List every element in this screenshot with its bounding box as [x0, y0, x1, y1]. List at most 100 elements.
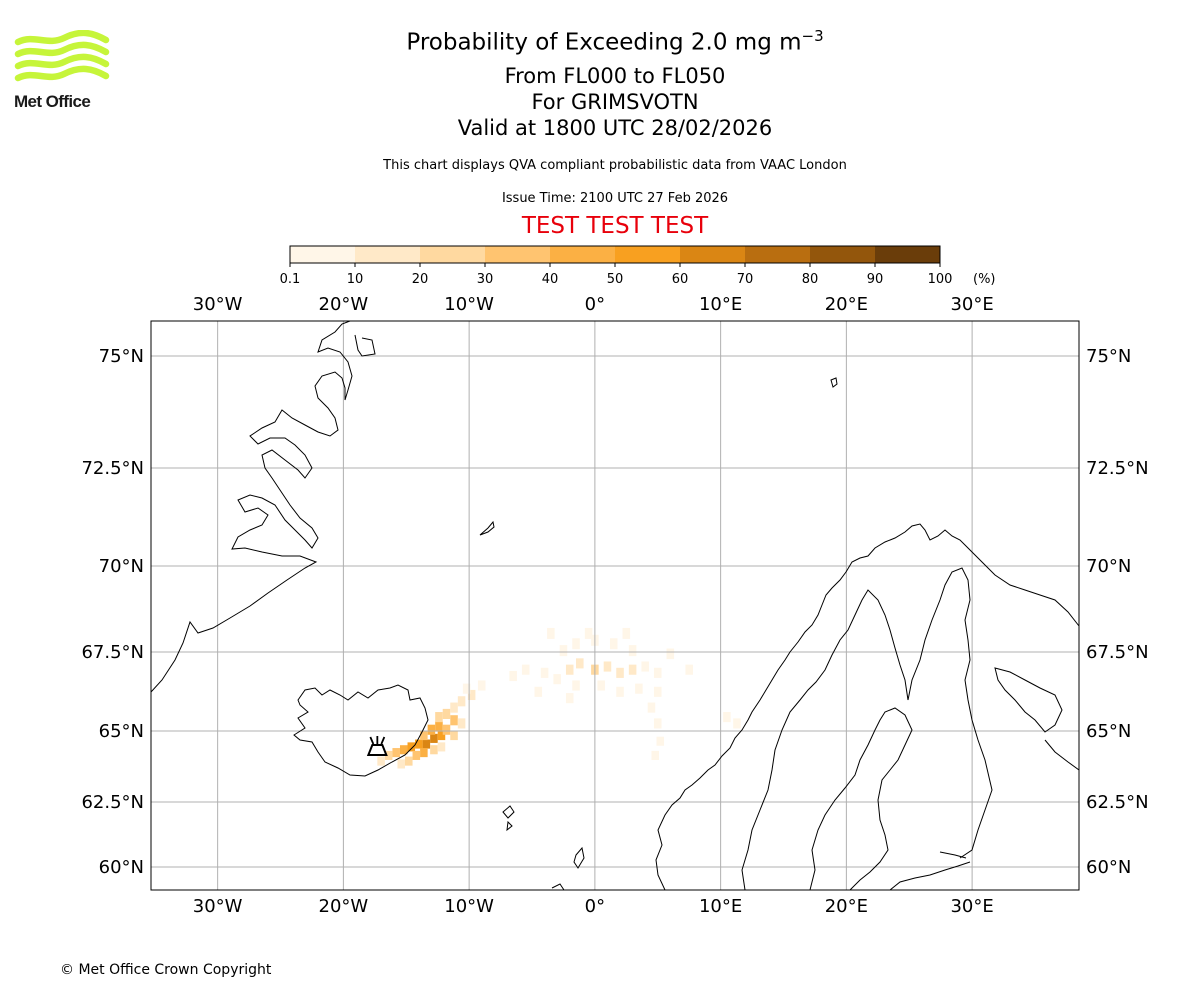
volcano-plume-lines [369, 736, 386, 745]
logo-wave [14, 29, 110, 46]
longitude-label-bottom: 0° [585, 896, 605, 917]
colorbar-segment [745, 246, 811, 263]
longitude-label-top: 20°W [319, 294, 369, 315]
map-frame [150, 320, 1080, 891]
volcano-marker [366, 736, 388, 757]
ash-plume [377, 627, 741, 769]
plume-cell [733, 718, 741, 729]
longitude-label-bottom: 20°E [825, 896, 868, 917]
plume-cell [405, 756, 413, 766]
colorbar-unit: (%) [973, 272, 996, 287]
copyright-notice: © Met Office Crown Copyright [60, 962, 272, 978]
map-axis-labels: 30°W 30°W 20°W 20°W 10°W 10°W 0° 0° 10°E 10°E 20°E… [81, 294, 1148, 917]
longitude-label-bottom: 20°W [319, 896, 369, 917]
plume-cell [462, 683, 471, 694]
volcano-name: For GRIMSVOTN [531, 90, 699, 114]
plume-cell [457, 718, 466, 729]
latitude-label-left: 70°N [99, 556, 144, 577]
valid-time: Valid at 1800 UTC 28/02/2026 [457, 116, 773, 140]
finland-russia-border [907, 567, 993, 859]
plume-cell [641, 661, 649, 672]
faroe-coast [502, 805, 515, 832]
scandinavia-coast [655, 523, 1079, 890]
colorbar-tick-label: 20 [412, 272, 429, 287]
plume-cell [467, 689, 476, 701]
plume-cell [450, 731, 458, 741]
coastlines [151, 321, 1079, 890]
plume-cell [422, 739, 431, 749]
gulf-of-bothnia-coast [809, 707, 913, 890]
plume-cell [430, 745, 438, 755]
plume-cell [572, 680, 580, 691]
plume-cell [653, 667, 662, 678]
latitude-label-right: 62.5°N [1086, 792, 1149, 813]
latitude-label-right: 75°N [1086, 346, 1131, 367]
longitude-label-bottom: 30°W [193, 896, 243, 917]
longitude-label-bottom: 10°W [444, 896, 494, 917]
plume-cell [399, 745, 408, 755]
longitude-label-top: 10°E [699, 294, 742, 315]
latitude-label-right: 67.5°N [1086, 642, 1149, 663]
plume-cell [628, 664, 637, 675]
chart-title-exponent: −3 [801, 27, 824, 45]
colorbar-tick-label: 30 [477, 272, 494, 287]
white-sea-coast [994, 667, 1079, 771]
plume-cell [547, 627, 555, 639]
plume-cell [565, 664, 574, 675]
longitude-label-top: 0° [585, 294, 605, 315]
met-office-logo-text: Met Office [14, 92, 91, 111]
plume-cell [559, 645, 568, 657]
logo-wave [14, 65, 110, 82]
plume-cell [628, 645, 637, 657]
latitude-label-left: 72.5°N [81, 458, 144, 479]
latitude-label-right: 65°N [1086, 721, 1131, 742]
plume-cell [540, 667, 549, 678]
plume-cell [553, 674, 561, 685]
met-office-waves-icon [14, 29, 110, 82]
iceland-coast [293, 684, 429, 777]
plume-cell [723, 712, 731, 723]
latitude-label-left: 62.5°N [81, 792, 144, 813]
plume-cell [584, 627, 593, 639]
plume-cell [420, 748, 428, 758]
chart-title-main: Probability of Exceeding 2.0 mg m [406, 29, 802, 56]
plume-cell [397, 759, 406, 769]
plume-cell [377, 756, 385, 766]
plume-cell [477, 680, 486, 691]
issue-time: Issue Time: 2100 UTC 27 Feb 2026 [501, 191, 729, 206]
latitude-label-left: 67.5°N [81, 642, 144, 663]
plume-cell [509, 670, 517, 682]
plume-cell [457, 696, 466, 707]
map-gridlines [151, 321, 1079, 890]
plume-cell [534, 686, 543, 697]
jan-mayen-coast [479, 520, 495, 536]
gulf-of-finland-coast [889, 851, 971, 890]
plume-cell [565, 693, 574, 704]
met-office-logo: Met Office [14, 29, 110, 112]
colorbar-tick-label: 0.1 [280, 272, 301, 287]
chart-description: This chart displays QVA compliant probab… [383, 158, 847, 173]
latitude-label-right: 70°N [1086, 556, 1131, 577]
plume-cell [685, 664, 693, 675]
longitude-label-top: 20°E [825, 294, 868, 315]
colorbar-segment [420, 246, 486, 263]
plume-cell [647, 702, 656, 713]
volcano-icon [366, 736, 388, 757]
norway-sweden-border [741, 589, 909, 890]
plume-cell [651, 750, 660, 760]
colorbar-tick-label: 60 [672, 272, 689, 287]
plume-cell [572, 638, 580, 650]
plume-cell [609, 638, 618, 650]
plume-cell [384, 750, 393, 760]
latitude-label-right: 60°N [1086, 857, 1131, 878]
plume-cell [415, 739, 423, 749]
plume-cell [420, 731, 428, 741]
latitude-label-left: 65°N [99, 721, 144, 742]
probability-colorbar: 0.1 10 20 30 40 50 60 70 80 90 100 (%) [280, 245, 996, 287]
latitude-label-left: 75°N [99, 346, 144, 367]
logo-wave [14, 41, 110, 58]
plume-cell [442, 708, 451, 719]
plume-cell [427, 724, 436, 735]
colorbar-segment [810, 246, 876, 263]
